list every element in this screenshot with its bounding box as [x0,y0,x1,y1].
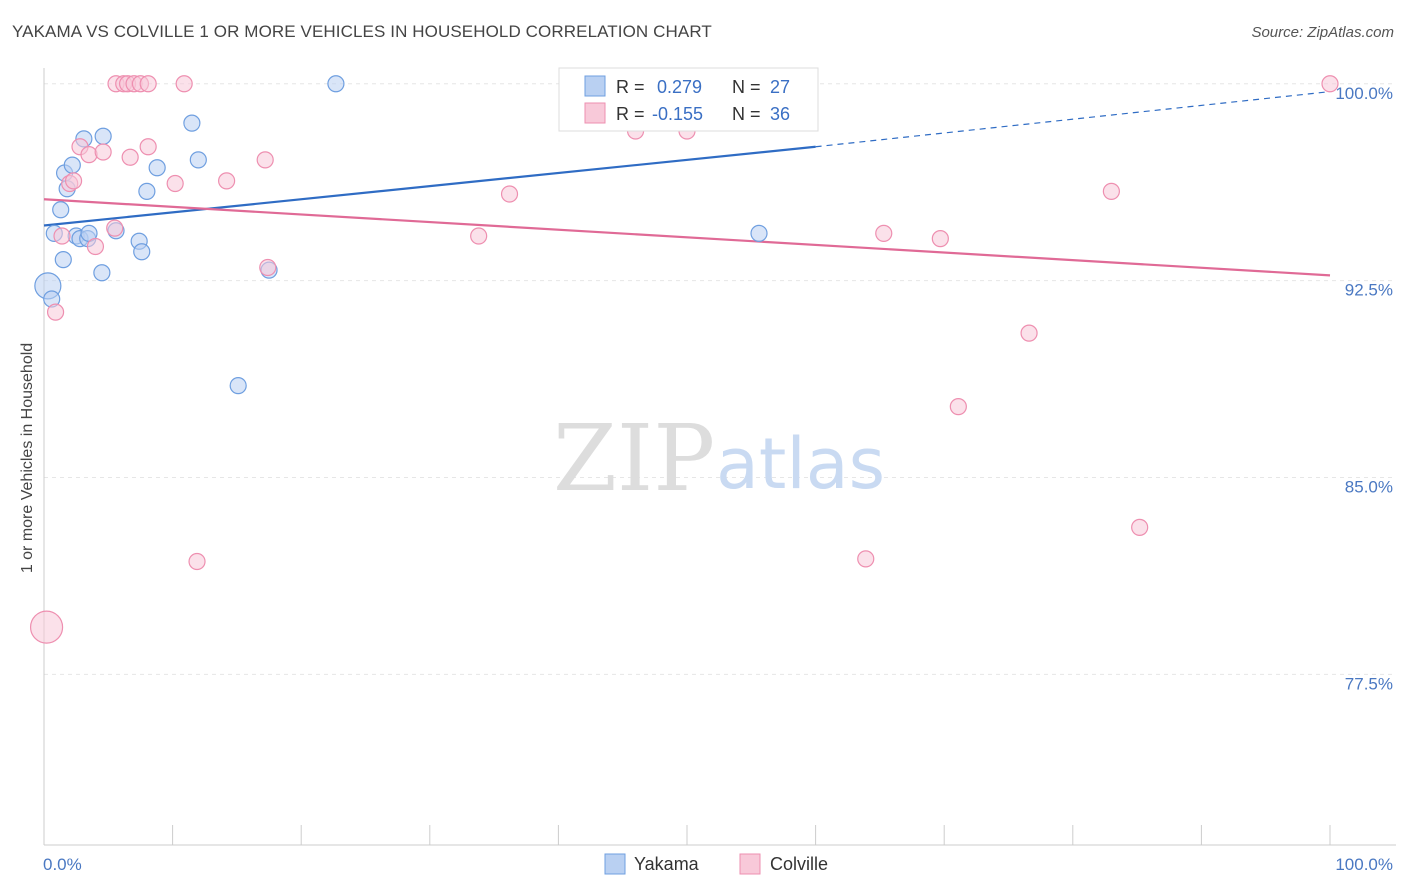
x-tick-label-right: 100.0% [1335,855,1393,874]
x-ticks [43,825,1331,845]
y-tick-label-0: 100.0% [1335,84,1393,103]
point-yakama-4 [54,251,72,269]
y-tick-labels: 100.0% 92.5% 85.0% 77.5% [1335,84,1393,694]
legend-n-value-yakama: 27 [770,77,790,97]
point-colville-20 [188,552,206,571]
watermark-zip: ZIP [553,405,715,512]
point-yakama-24 [327,75,345,93]
trend-line-colville [43,198,1331,277]
point-yakama-14 [94,127,112,145]
point-colville-24 [470,227,488,245]
point-yakama-20 [183,114,201,132]
axes [43,68,1396,846]
point-colville-8 [94,143,112,161]
data-points [29,75,1339,644]
point-colville-0 [29,610,64,644]
watermark-atlas: atlas [716,423,885,505]
legend-n-label-yakama: N = [732,77,761,97]
point-colville-6 [80,146,98,164]
point-yakama-22 [229,377,247,395]
bottom-legend-swatch-colville [739,853,761,875]
point-colville-1 [46,303,65,321]
point-colville-21 [218,172,236,190]
point-yakama-25 [750,224,768,242]
point-colville-32 [931,230,949,248]
legend-box: R = 0.279 N = 27 R = -0.155 N = 36 [558,67,819,132]
point-colville-4 [64,172,83,190]
y-tick-label-1: 92.5% [1345,281,1393,300]
point-yakama-18 [138,182,156,200]
trend-lines [43,91,1331,277]
point-colville-22 [256,151,274,169]
point-colville-18 [166,174,184,193]
point-colville-17 [139,138,157,156]
point-colville-15 [139,75,157,93]
x-tick-label-left: 0.0% [43,855,82,874]
legend-row-colville: R = -0.155 N = 36 [584,102,790,124]
point-colville-37 [1321,75,1339,93]
y-tick-label-2: 85.0% [1345,478,1393,497]
point-yakama-13 [93,264,111,282]
point-yakama-17 [133,243,151,261]
point-colville-33 [949,398,967,416]
watermark: ZIP atlas [553,405,885,512]
point-colville-19 [175,75,193,93]
point-colville-25 [500,185,519,203]
point-colville-16 [121,148,139,166]
x-tick-labels: 0.0% 100.0% [43,855,1393,874]
point-yakama-3 [52,201,70,219]
legend-n-value-colville: 36 [770,104,790,124]
trend-line-extension-yakama [815,91,1331,148]
trend-line-yakama [43,145,816,227]
bottom-legend-swatch-yakama [604,853,626,875]
point-colville-36 [1131,518,1149,536]
chart-title: YAKAMA VS COLVILLE 1 OR MORE VEHICLES IN… [12,22,712,41]
legend-r-value-colville: -0.155 [652,104,703,124]
bottom-legend: Yakama Colville [604,853,828,875]
legend-row-yakama: R = 0.279 N = 27 [584,75,790,97]
legend-swatch-colville [584,102,606,124]
point-colville-7 [86,237,105,256]
point-colville-35 [1102,182,1120,200]
legend-r-value-yakama: 0.279 [652,77,702,97]
point-colville-34 [1020,324,1038,342]
legend-swatch-yakama [584,75,606,97]
point-colville-30 [857,550,875,568]
point-colville-31 [875,224,893,242]
bottom-legend-label-yakama: Yakama [634,854,700,874]
point-colville-2 [53,227,71,245]
point-colville-9 [106,219,124,237]
point-yakama-19 [148,159,166,177]
point-yakama-21 [189,151,207,169]
legend-r-label-yakama: R = [616,77,645,97]
legend-n-label-colville: N = [732,104,761,124]
y-tick-label-3: 77.5% [1345,674,1393,693]
bottom-legend-label-colville: Colville [770,854,828,874]
legend-r-label-colville: R = [616,104,645,124]
point-yakama-7 [63,156,81,174]
point-colville-23 [259,258,277,277]
gridlines [44,83,1396,675]
source-label: Source: ZipAtlas.com [1251,24,1394,41]
